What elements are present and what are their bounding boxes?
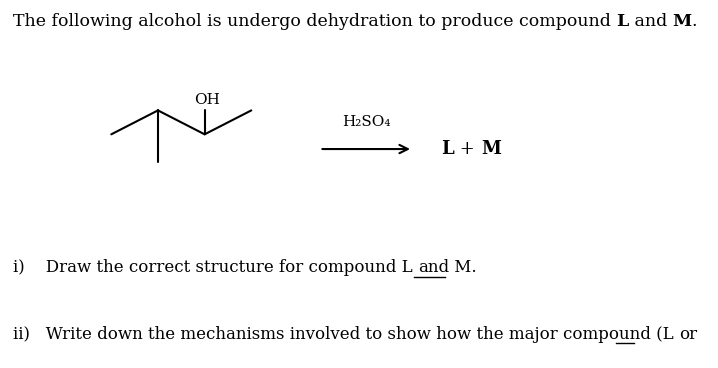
Text: The following alcohol is undergo dehydration to produce compound: The following alcohol is undergo dehydra… [13, 13, 616, 30]
Text: M.: M. [449, 259, 477, 276]
Text: +: + [454, 140, 481, 158]
Text: .: . [691, 13, 697, 30]
Text: L: L [442, 140, 454, 158]
Text: i)    Draw the correct structure for compound L: i) Draw the correct structure for compou… [13, 259, 418, 276]
Text: and: and [418, 259, 449, 276]
Text: H₂SO₄: H₂SO₄ [342, 115, 391, 129]
Text: M: M [481, 140, 501, 158]
Text: or: or [679, 326, 697, 343]
Text: OH: OH [194, 93, 220, 107]
Text: L: L [616, 13, 628, 30]
Text: ii)   Write down the mechanisms involved to show how the major compound (L: ii) Write down the mechanisms involved t… [13, 326, 679, 343]
Text: and: and [628, 13, 672, 30]
Text: M: M [672, 13, 691, 30]
